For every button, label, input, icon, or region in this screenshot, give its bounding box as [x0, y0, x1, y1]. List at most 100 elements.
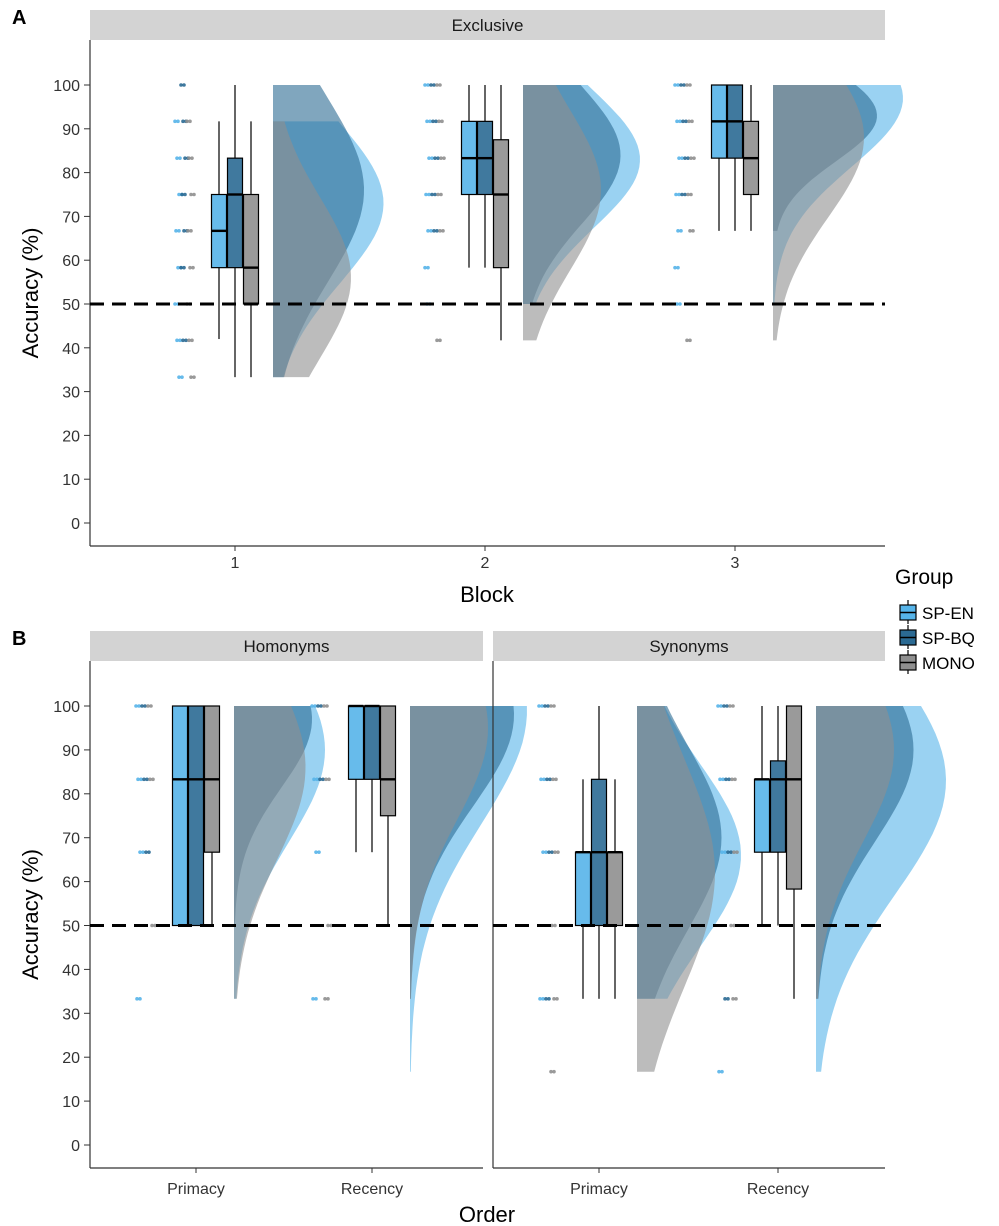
data-point-mono	[690, 119, 694, 124]
data-point-sp-en	[720, 1069, 724, 1074]
density-cloud-mono	[773, 85, 864, 341]
data-point-mono	[729, 923, 733, 928]
data-point-sp-en	[539, 777, 543, 782]
y-tick-label: 60	[62, 875, 80, 892]
data-point-sp-en	[423, 265, 427, 270]
data-point-sp-en	[173, 302, 177, 306]
data-point-mono	[549, 1069, 553, 1074]
data-point-sp-bq	[433, 156, 437, 160]
data-point-mono	[730, 777, 734, 782]
data-point-sp-bq	[436, 156, 440, 160]
data-point-mono	[188, 119, 192, 124]
data-point-sp-en	[719, 704, 723, 708]
data-point-sp-en	[426, 83, 430, 87]
data-point-sp-bq	[143, 704, 147, 708]
data-point-mono	[439, 156, 443, 160]
x-tick-label: 1	[231, 555, 240, 572]
data-point-sp-en	[178, 338, 182, 343]
data-point-sp-en	[675, 119, 679, 124]
data-point-mono	[550, 923, 554, 928]
data-point-sp-bq	[184, 338, 188, 343]
data-point-sp-en	[676, 83, 680, 87]
data-point-sp-en	[313, 704, 317, 708]
density-cloud-mono	[273, 121, 351, 378]
data-point-mono	[556, 850, 560, 854]
data-point-mono	[146, 704, 150, 708]
data-point-sp-en	[721, 777, 725, 782]
data-point-sp-bq	[548, 777, 552, 782]
data-point-sp-bq	[683, 156, 687, 160]
x-tick-label: Primacy	[167, 1181, 225, 1198]
y-tick-label: 10	[62, 472, 80, 489]
data-point-sp-bq	[429, 83, 433, 87]
data-point-sp-en	[538, 997, 542, 1001]
data-point-sp-en	[680, 156, 684, 160]
y-tick-label: 100	[53, 699, 80, 716]
data-point-sp-en	[424, 192, 428, 197]
data-point-sp-bq	[722, 704, 726, 708]
facet-strip	[493, 631, 885, 661]
data-point-sp-en	[674, 192, 678, 197]
data-point-mono	[192, 375, 196, 379]
box-sp-en	[753, 778, 771, 853]
data-point-sp-en	[139, 777, 143, 782]
data-point-mono	[549, 704, 553, 708]
data-point-sp-bq	[683, 192, 687, 197]
y-axis-title: Accuracy (%)	[18, 849, 43, 980]
data-point-sp-en	[312, 777, 316, 782]
legend-label: SP-BQ	[922, 629, 975, 648]
data-point-sp-en	[540, 704, 544, 708]
density-cloud-mono	[816, 706, 894, 999]
data-point-sp-en	[427, 192, 431, 197]
data-point-sp-bq	[681, 119, 685, 124]
data-point-sp-en	[174, 229, 178, 233]
data-point-mono	[437, 119, 441, 124]
data-point-mono	[190, 338, 194, 343]
data-point-sp-bq	[729, 850, 733, 854]
data-point-sp-en	[137, 704, 141, 708]
data-point-sp-bq	[433, 192, 437, 197]
data-point-sp-en	[676, 229, 680, 233]
data-point-sp-en	[673, 83, 677, 87]
data-point-sp-en	[136, 777, 140, 782]
data-point-mono	[326, 923, 330, 928]
data-point-mono	[149, 704, 153, 708]
data-point-mono	[187, 338, 191, 343]
data-point-sp-bq	[435, 229, 439, 233]
facet-strip-label: Exclusive	[452, 16, 524, 35]
data-point-sp-bq	[183, 156, 187, 160]
data-point-sp-bq	[727, 777, 731, 782]
data-point-mono	[442, 156, 446, 160]
data-point-sp-en	[541, 997, 545, 1001]
data-point-sp-en	[425, 119, 429, 124]
data-point-sp-bq	[726, 997, 730, 1001]
data-point-sp-en	[720, 850, 724, 854]
data-point-sp-en	[718, 777, 722, 782]
data-point-sp-bq	[183, 192, 187, 197]
x-axis-title: Block	[460, 582, 515, 607]
box-mono	[242, 193, 260, 305]
data-point-sp-en	[175, 338, 179, 343]
data-point-sp-en	[679, 229, 683, 233]
data-point-mono	[189, 375, 193, 379]
data-point-sp-bq	[684, 119, 688, 124]
data-point-sp-en	[717, 1069, 721, 1074]
box-sp-en	[347, 705, 365, 780]
box-sp-en	[574, 851, 592, 927]
panel-tag-b: B	[12, 628, 26, 650]
data-point-mono	[324, 777, 328, 782]
data-point-sp-en	[314, 997, 318, 1001]
x-tick-label: 3	[731, 555, 740, 572]
data-point-sp-en	[430, 156, 434, 160]
data-point-sp-bq	[432, 83, 436, 87]
density-cloud-mono	[410, 706, 488, 999]
data-point-mono	[735, 850, 739, 854]
data-point-mono	[439, 192, 443, 197]
data-point-sp-bq	[544, 997, 548, 1001]
data-point-sp-bq	[430, 192, 434, 197]
data-point-mono	[438, 83, 442, 87]
data-point-sp-en	[176, 265, 180, 270]
x-tick-label: Recency	[747, 1181, 809, 1198]
data-point-sp-en	[175, 156, 179, 160]
